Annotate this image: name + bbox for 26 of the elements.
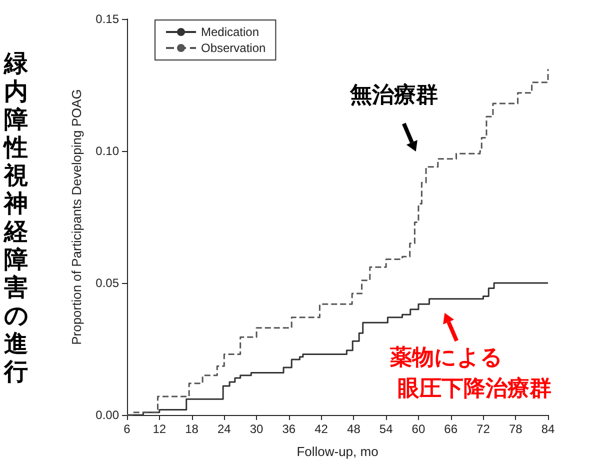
y-tick-label: 0.15 bbox=[96, 12, 120, 26]
y-axis-title: Proportion of Participants Developing POAG bbox=[69, 89, 84, 345]
x-tick-label: 66 bbox=[444, 422, 458, 436]
annotation: 眼圧下降治療群 bbox=[398, 375, 552, 400]
x-axis-title: Follow-up, mo bbox=[296, 444, 378, 459]
x-tick-label: 12 bbox=[152, 422, 166, 436]
annotation: 無治療群 bbox=[348, 82, 438, 108]
y-tick-label: 0.00 bbox=[96, 408, 120, 422]
x-tick-label: 54 bbox=[379, 422, 394, 436]
x-tick-label: 36 bbox=[282, 422, 296, 436]
x-tick-label: 18 bbox=[185, 422, 199, 436]
annotation: 薬物による bbox=[389, 344, 504, 370]
chart-title: 緑内障性視神経障害の進行 bbox=[4, 50, 29, 386]
x-tick-label: 42 bbox=[314, 422, 328, 436]
x-tick-label: 78 bbox=[508, 422, 523, 436]
x-tick-label: 84 bbox=[541, 422, 555, 436]
y-tick-label: 0.10 bbox=[96, 144, 120, 158]
y-tick-label: 0.05 bbox=[96, 276, 120, 290]
x-tick-label: 6 bbox=[124, 422, 131, 436]
x-tick-label: 24 bbox=[217, 422, 232, 436]
x-tick-label: 72 bbox=[476, 422, 490, 436]
x-tick-label: 48 bbox=[347, 422, 361, 436]
x-tick-label: 30 bbox=[250, 422, 264, 436]
legend-label: Medication bbox=[201, 25, 260, 39]
legend-label: Observation bbox=[201, 41, 266, 55]
x-tick-label: 60 bbox=[412, 422, 426, 436]
